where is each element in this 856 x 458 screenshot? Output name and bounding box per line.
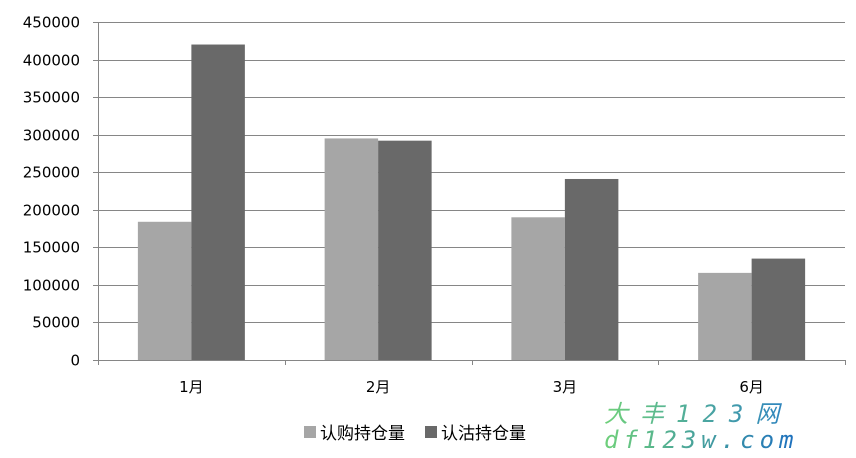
bar-call	[137, 221, 192, 360]
bar-put	[191, 44, 245, 361]
y-tick-label: 100000	[23, 277, 80, 295]
bar-call	[511, 217, 565, 360]
y-tick-label: 450000	[23, 14, 80, 32]
legend-swatch-call	[304, 425, 316, 438]
y-tick-label: 150000	[23, 239, 80, 257]
legend: 认购持仓量 认沽持仓量	[304, 419, 526, 444]
x-tick-label: 6月	[739, 378, 764, 396]
y-tick-label: 0	[70, 352, 80, 370]
bar-put	[378, 140, 432, 360]
legend-item-put: 认沽持仓量	[425, 419, 526, 444]
legend-item-call: 认购持仓量	[304, 419, 405, 444]
x-tick-label: 3月	[553, 378, 578, 396]
y-tick-label: 350000	[23, 89, 80, 107]
x-tick-label: 1月	[179, 378, 204, 396]
legend-label-call: 认购持仓量	[320, 424, 405, 444]
bar-call	[324, 138, 379, 360]
y-tick-label: 250000	[23, 164, 80, 182]
y-tick-label: 200000	[23, 202, 80, 220]
legend-label-put: 认沽持仓量	[441, 424, 526, 444]
legend-swatch-put	[425, 425, 437, 438]
x-tick-label: 2月	[366, 378, 391, 396]
bar-call	[698, 272, 752, 360]
y-tick-label: 50000	[32, 314, 80, 332]
y-tick-label: 300000	[23, 127, 80, 145]
y-tick-label: 400000	[23, 52, 80, 70]
bar-put	[564, 178, 619, 360]
bar-put	[751, 258, 806, 360]
